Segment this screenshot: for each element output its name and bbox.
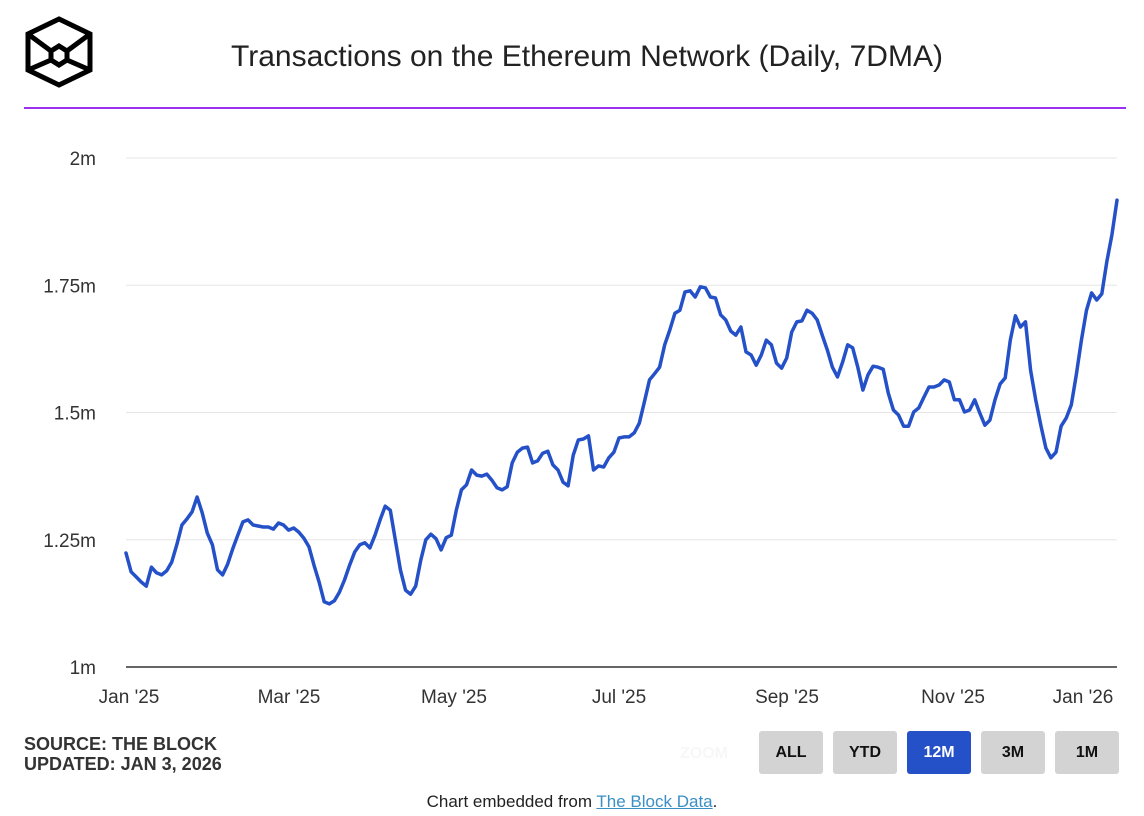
- the-block-data-link[interactable]: The Block Data: [596, 792, 713, 811]
- y-tick-label: 1.5m: [54, 404, 96, 425]
- y-tick-label: 1m: [70, 658, 96, 679]
- footer-suffix: .: [712, 792, 718, 811]
- the-block-logo: [25, 16, 93, 88]
- zoom-label: ZOOM: [680, 745, 728, 762]
- source-info: SOURCE: THE BLOCK UPDATED: JAN 3, 2026: [24, 734, 222, 774]
- y-tick-label: 1.75m: [43, 276, 96, 297]
- x-tick-label: Mar '25: [258, 687, 321, 708]
- line-chart: 1m 1.25m 1.5m 1.75m 2m Jan '25 Mar '25 May '25 J…: [43, 149, 1119, 708]
- updated-label: UPDATED: JAN 3, 2026: [24, 754, 222, 774]
- source-label: SOURCE: THE BLOCK: [24, 734, 217, 754]
- x-tick-label: Nov '25: [921, 687, 985, 708]
- x-tick-label: Jul '25: [592, 687, 646, 708]
- x-tick-label: Sep '25: [755, 687, 819, 708]
- zoom-1m-button[interactable]: 1M: [1055, 731, 1119, 774]
- zoom-all-button[interactable]: ALL: [759, 731, 823, 774]
- series-line-transactions: [124, 198, 1119, 606]
- y-tick-label: 1.25m: [43, 531, 96, 552]
- x-tick-label: Jan '26: [1053, 687, 1114, 708]
- zoom-3m-button[interactable]: 3M: [981, 731, 1045, 774]
- y-tick-label: 2m: [70, 149, 96, 170]
- zoom-ytd-button[interactable]: YTD: [833, 731, 897, 774]
- zoom-12m-button[interactable]: 12M: [907, 731, 971, 774]
- chart-title: Transactions on the Ethereum Network (Da…: [231, 40, 943, 73]
- title-divider: [24, 107, 1126, 109]
- x-tick-label: May '25: [421, 687, 487, 708]
- footer-prefix: Chart embedded from: [426, 792, 597, 811]
- x-tick-label: Jan '25: [99, 687, 160, 708]
- embed-footer: Chart embedded from The Block Data.: [0, 792, 1144, 812]
